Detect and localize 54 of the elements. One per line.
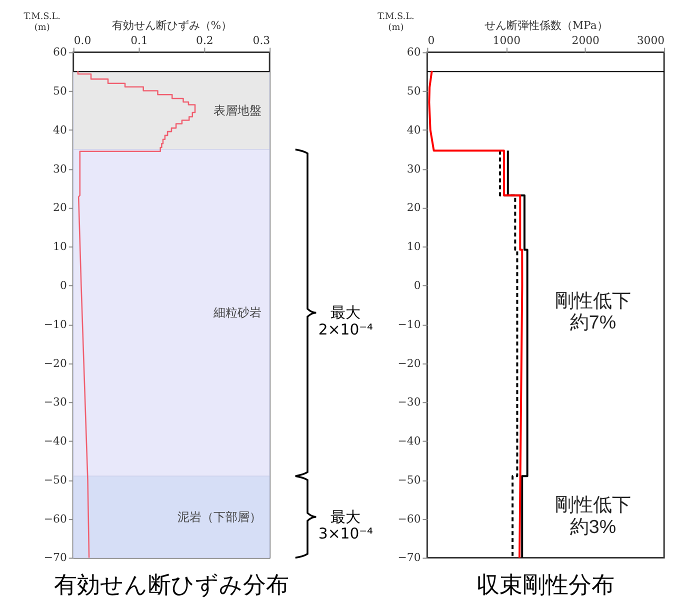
x-tick-label: 1000 [492,34,521,47]
line-series [428,70,524,559]
y-axis-title: T.M.S.L. (m) [378,12,414,33]
text: 収束剛性分布 [476,571,615,598]
band-label: 泥岩（下部層） [178,510,262,524]
annotation: 剛性低下 [555,290,632,311]
y-tick-label: 60 [406,46,421,59]
y-tick-label: −30 [398,396,421,409]
band-label: 細粒砂岩 [212,306,262,320]
y-tick-label: −50 [44,473,67,486]
y-tick-label: −10 [398,318,421,331]
x-tick-label: 0.0 [74,34,92,47]
y-tick-label: −20 [44,356,67,370]
text: 最大 2×10⁻⁴ [318,304,374,339]
x-tick-label: 0 [428,34,435,47]
y-tick-label: −60 [398,512,421,526]
y-tick-label: −70 [44,551,67,564]
x-tick-label: 0.3 [252,34,270,47]
y-tick-label: −30 [44,396,67,409]
y-tick-label: 50 [406,84,421,98]
y-tick-label: 10 [53,240,67,254]
band-label: 表層地盤 [214,104,262,118]
y-tick-label: 20 [53,201,67,214]
y-tick-label: −20 [398,356,421,370]
annotation: 約7% [570,312,616,333]
y-tick-label: −60 [44,512,67,526]
y-tick-label: 40 [53,123,67,136]
y-tick-label: 30 [406,162,421,176]
y-axis-title: T.M.S.L. (m) [24,12,61,33]
annotation: 約3% [570,516,616,537]
annotation: 剛性低下 [555,494,632,515]
line-series [499,150,518,559]
y-tick-label: 50 [53,84,67,98]
y-tick-label: 10 [406,240,421,254]
y-tick-label: 60 [53,46,67,59]
y-tick-label: −70 [398,551,421,564]
line-series [506,150,528,559]
x-tick-label: 3000 [636,34,665,47]
y-tick-label: 0 [60,279,67,292]
y-tick-label: 40 [406,123,421,136]
y-tick-label: −50 [398,473,421,486]
x-tick-label: 0.1 [130,34,148,47]
x-axis-title: 有効せん断ひずみ（%） [112,18,232,32]
y-tick-label: 20 [406,201,421,214]
y-tick-label: −40 [44,434,67,448]
y-tick-label: −40 [398,434,421,448]
x-axis-title: せん断弾性係数（MPa） [484,18,608,32]
text: 最大 3×10⁻⁴ [318,508,374,543]
text: 有効せん断ひずみ分布 [54,571,289,598]
x-tick-label: 0.2 [196,34,214,47]
y-tick-label: −10 [44,318,67,331]
y-tick-label: 0 [414,279,421,292]
x-tick-label: 2000 [572,34,600,47]
y-tick-label: 30 [53,162,67,176]
